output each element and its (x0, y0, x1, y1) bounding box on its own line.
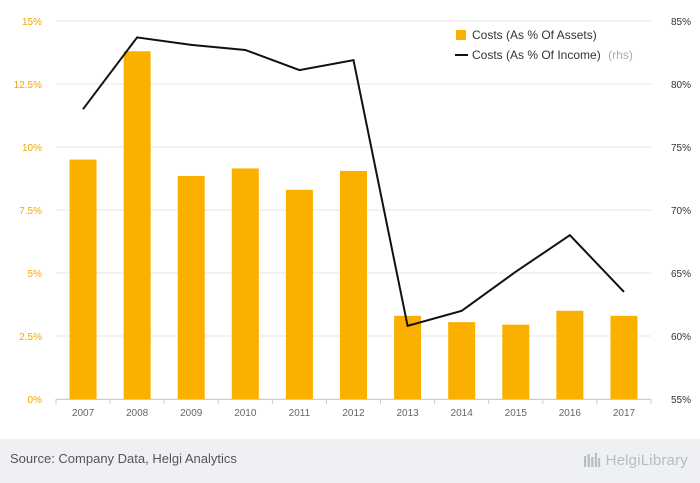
left-tick-label: 10% (22, 143, 42, 154)
bar-2015 (502, 324, 530, 399)
right-tick-label: 80% (671, 80, 691, 91)
bar-2012 (340, 170, 367, 399)
x-tick-label: 2013 (396, 408, 419, 419)
source-text: Source: Company Data, Helgi Analytics (10, 451, 237, 466)
left-tick-label: 15% (22, 17, 42, 28)
legend-label-assets: Costs (As % Of Assets) (472, 28, 597, 42)
right-tick-label: 55% (671, 395, 691, 406)
logo-text: HelgiLibrary (605, 451, 688, 469)
right-tick-label: 70% (671, 206, 691, 217)
x-tick-label: 2007 (72, 408, 95, 419)
left-tick-label: 5% (28, 269, 43, 280)
legend-label-rhs: (rhs) (608, 48, 633, 62)
legend-label-income: Costs (As % Of Income) (472, 48, 601, 62)
x-tick-label: 2016 (559, 408, 582, 419)
left-tick-label: 0% (28, 395, 43, 406)
helgi-library-logo: HelgiLibrary (583, 448, 688, 472)
bar-2016 (556, 310, 584, 399)
bar-2013 (394, 315, 422, 399)
left-axis-ticks: 0% 2.5% 5% 7.5% 10% 12.5% 15% (14, 17, 42, 406)
x-tick-label: 2015 (505, 408, 528, 419)
right-tick-label: 75% (671, 143, 691, 154)
x-tick-label: 2009 (180, 408, 203, 419)
left-tick-label: 12.5% (14, 80, 42, 91)
bar-2017 (610, 315, 638, 399)
bar-2009 (177, 175, 205, 399)
line-series-income (82, 36, 625, 328)
bar-2011 (285, 189, 313, 399)
library-icon (583, 453, 600, 467)
x-tick-label: 2011 (289, 408, 311, 419)
income-line (82, 36, 625, 328)
left-tick-label: 2.5% (19, 332, 42, 343)
legend-label-income-group: Costs (As % Of Income) (rhs) (472, 46, 633, 63)
footer: Source: Company Data, Helgi Analytics He… (0, 439, 700, 483)
bar-2007 (69, 159, 97, 399)
bar-2010 (231, 168, 259, 399)
bar-2008 (123, 51, 151, 400)
chart: 0% 2.5% 5% 7.5% 10% 12.5% 15% 55% 60% 65% 70% 75% 8… (14, 17, 691, 419)
x-tick-label: 2008 (126, 408, 149, 419)
right-tick-label: 85% (671, 17, 691, 28)
right-axis-ticks: 55% 60% 65% 70% 75% 80% 85% (671, 17, 691, 406)
right-tick-label: 60% (671, 332, 691, 343)
x-tick-label: 2010 (234, 408, 257, 419)
right-tick-label: 65% (671, 269, 691, 280)
x-tick-label: 2012 (342, 408, 365, 419)
legend-swatch-assets (456, 30, 466, 40)
left-tick-label: 7.5% (19, 206, 42, 217)
x-axis: 2007 2008 2009 2010 2011 2012 2013 2014 2015 2016… (55, 399, 652, 419)
bar-series-assets (69, 51, 638, 400)
x-tick-label: 2014 (451, 408, 474, 419)
legend: Costs (As % Of Assets) Costs (As % Of In… (455, 28, 633, 63)
bar-2014 (448, 322, 476, 399)
x-tick-label: 2017 (613, 408, 636, 419)
